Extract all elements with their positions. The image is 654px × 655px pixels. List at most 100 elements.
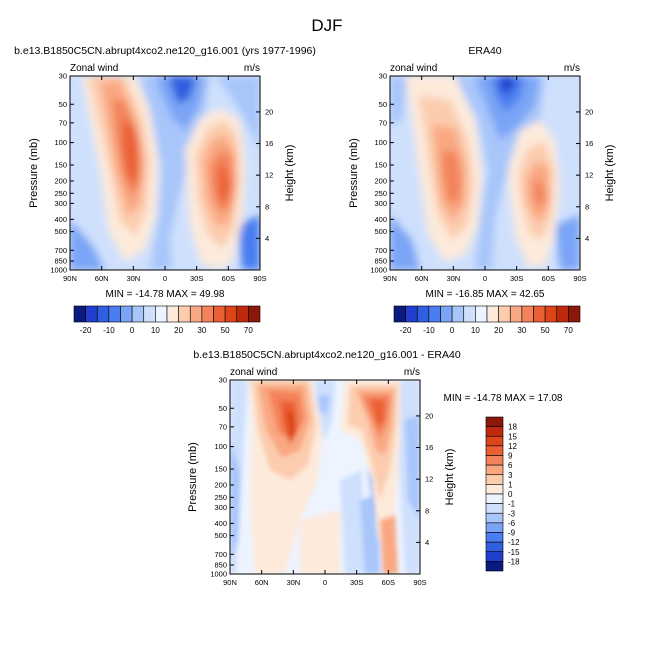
y-tick-label: 100	[214, 442, 227, 451]
colorbar-label: 30	[517, 326, 526, 335]
colorbar-label: 70	[564, 326, 573, 335]
colorbar-swatch	[96, 305, 110, 323]
x-tick-label: 30S	[190, 274, 203, 283]
field-label: zonal wind	[390, 63, 437, 74]
colorbar-label: 50	[541, 326, 550, 335]
y-right-tick-label: 12	[265, 171, 273, 180]
y-right-tick-label: 4	[425, 538, 429, 547]
colorbar-label: -20	[80, 326, 92, 335]
colorbar-swatch	[568, 305, 581, 323]
colorbar-swatch	[393, 305, 406, 323]
y-tick-label: 70	[59, 118, 67, 127]
colorbar-swatch	[533, 305, 546, 323]
colorbar-swatch	[201, 305, 214, 323]
y-axis-label: Pressure (mb)	[348, 138, 360, 208]
x-tick-label: 30N	[446, 274, 460, 283]
panel-difference: b.e13.B1850C5CN.abrupt4xco2.ne120_g16.00…	[187, 349, 563, 587]
colorbar-label: 30	[197, 326, 206, 335]
colorbar-label: -10	[423, 326, 435, 335]
panel-era40: ERA40 zonal wind m/s	[348, 45, 616, 300]
x-tick-label: 90S	[573, 274, 586, 283]
colorbar-label: 20	[174, 326, 183, 335]
colorbar-swatch	[544, 305, 558, 323]
x-tick-label: 60S	[382, 578, 395, 587]
colorbar-label: 0	[130, 326, 135, 335]
panel-title: ERA40	[468, 45, 501, 57]
x-tick-label: 60N	[255, 578, 269, 587]
y-tick-label: 500	[214, 531, 227, 540]
y-tick-label: 150	[54, 161, 67, 170]
colorbar-swatch	[485, 426, 504, 437]
y-tick-label: 500	[54, 227, 67, 236]
y-tick-label: 30	[59, 72, 67, 81]
colorbar-label: -12	[508, 538, 520, 547]
colorbar-swatch	[485, 532, 504, 543]
y-tick-label: 1000	[210, 570, 227, 579]
colorbar-label: 50	[221, 326, 230, 335]
colorbar-swatch	[451, 305, 465, 323]
units-label: m/s	[564, 63, 580, 74]
y-right-tick-label: 20	[265, 107, 273, 116]
panel-model: b.e13.B1850C5CN.abrupt4xco2.ne120_g16.00…	[14, 45, 316, 300]
y-tick-label: 200	[54, 176, 67, 185]
colorbar-label: 3	[508, 471, 513, 480]
y-tick-label: 850	[54, 257, 67, 266]
colorbar-model: -20 -10 0 10 20 30 50 70	[73, 305, 261, 335]
y-tick-label: 70	[219, 422, 227, 431]
colorbar-label: 1	[508, 480, 513, 489]
colorbar-swatch	[108, 305, 121, 323]
stats-label: MIN = -16.85 MAX = 42.65	[426, 289, 545, 300]
x-tick-label: 30N	[286, 578, 300, 587]
y-right-tick-label: 8	[425, 506, 429, 515]
colorbar-swatch	[131, 305, 145, 323]
contour-field	[70, 76, 260, 270]
field-label: Zonal wind	[70, 63, 118, 74]
y-right-tick-label: 12	[585, 171, 593, 180]
stats-label: MIN = -14.78 MAX = 17.08	[444, 393, 563, 404]
y-tick-label: 30	[219, 376, 227, 385]
colorbar-swatch	[485, 561, 504, 572]
colorbar-swatch	[485, 512, 504, 524]
colorbar-swatch	[485, 464, 504, 476]
y-tick-label: 150	[374, 161, 387, 170]
colorbar-label: 9	[508, 452, 513, 461]
colorbar-swatch	[509, 305, 523, 323]
y-tick-label: 100	[374, 138, 387, 147]
y-right-tick-label: 8	[585, 202, 589, 211]
colorbar-swatch	[155, 305, 168, 323]
colorbar-swatch	[143, 305, 156, 323]
contour-field	[230, 380, 420, 574]
colorbar-swatch	[213, 305, 226, 323]
y-axis-right-label: Height (km)	[604, 145, 616, 202]
colorbar-label: 10	[151, 326, 160, 335]
colorbar-label: -10	[103, 326, 115, 335]
colorbar-label: -20	[400, 326, 412, 335]
y-right-tick-label: 8	[265, 202, 269, 211]
colorbar-swatch	[485, 551, 504, 562]
x-tick-label: 30S	[510, 274, 523, 283]
x-tick-label: 0	[323, 578, 327, 587]
y-right-tick-label: 12	[425, 475, 433, 484]
colorbar-label: 6	[508, 461, 513, 470]
colorbar-swatch	[224, 305, 238, 323]
colorbar-label: 20	[494, 326, 503, 335]
colorbar-label: 18	[508, 423, 517, 432]
y-tick-label: 850	[374, 257, 387, 266]
colorbar-swatch	[485, 541, 504, 553]
y-axis-right-label: Height (km)	[284, 145, 296, 202]
x-tick-label: 90N	[63, 274, 77, 283]
colorbar-swatch	[463, 305, 476, 323]
y-tick-label: 100	[54, 138, 67, 147]
y-tick-label: 50	[379, 100, 387, 109]
colorbar-swatch	[485, 474, 504, 485]
units-label: m/s	[404, 367, 420, 378]
colorbar-swatch	[248, 305, 261, 323]
y-tick-label: 400	[54, 215, 67, 224]
y-right-tick-label: 20	[585, 107, 593, 116]
colorbar-label: 10	[471, 326, 480, 335]
x-tick-label: 90S	[413, 578, 426, 587]
y-right-tick-label: 16	[585, 139, 593, 148]
panel-title: b.e13.B1850C5CN.abrupt4xco2.ne120_g16.00…	[193, 349, 461, 361]
